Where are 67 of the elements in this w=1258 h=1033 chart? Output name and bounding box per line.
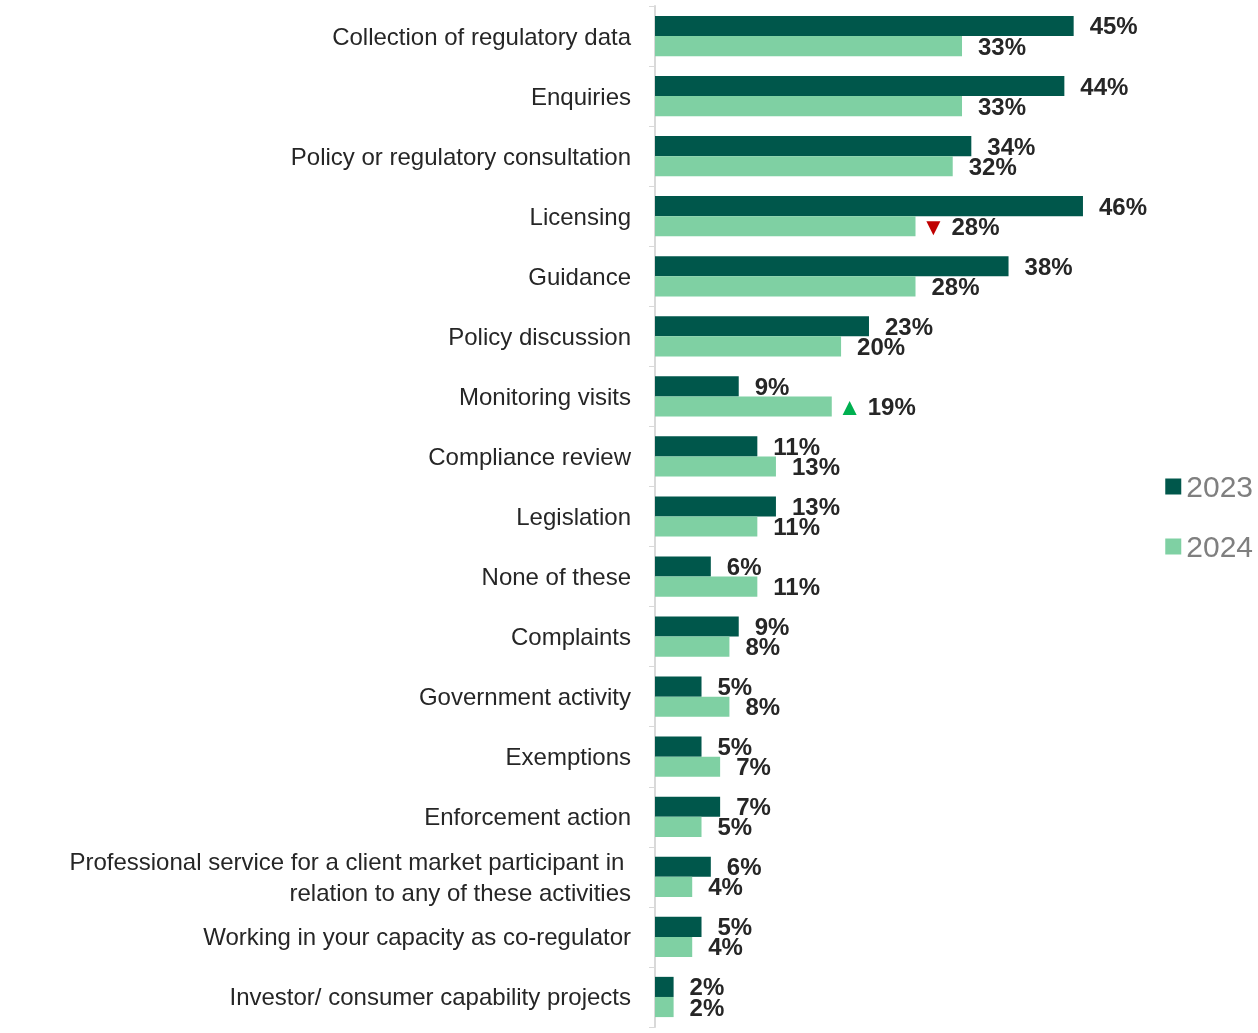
bar [655,396,832,417]
y-tick-label: Complaints [510,623,631,651]
y-tick-label: None of these [481,563,631,591]
bar [655,216,916,237]
bar [655,556,711,577]
data-label: 28% [951,212,1000,240]
y-tick-label: Enforcement action [424,803,631,831]
bar [655,976,674,997]
bar [655,15,1074,37]
bar [655,916,702,937]
bar [655,876,693,897]
data-label: 19% [867,392,916,420]
data-label: 6% [726,553,762,580]
y-tick-label: Collection of regulatory data [332,22,632,50]
bar [655,336,842,357]
bar [655,696,730,717]
bar [655,496,776,517]
bar [655,436,758,457]
y-tick-label: Enquiries [530,82,631,110]
bar [655,676,702,697]
bar [655,996,674,1018]
y-tick-label: Compliance review [428,442,632,470]
bar [655,816,702,837]
bar [655,796,721,817]
annotation: ▼ [921,212,946,240]
y-tick-label: Professional service for a client market participant in relation to any of these activities [69,847,631,906]
data-label: 46% [1098,192,1148,220]
bar [655,856,711,877]
bar [655,196,1083,217]
bar [655,156,953,177]
y-tick-label: Licensing [529,202,631,230]
legend-label: 2024 [1186,530,1254,563]
annotation: ▲ [837,392,862,420]
bar [655,256,1009,277]
data-label: 11% [773,573,821,601]
bar [655,376,739,397]
y-tick-label: Monitoring visits [458,382,631,410]
y-tick-label: Legislation [516,503,631,530]
bar [655,576,758,597]
data-label: 45% [1089,12,1138,40]
data-label: 33% [978,92,1027,120]
data-label: 28% [931,272,980,300]
y-tick-label: Exemptions [505,743,631,771]
data-label: 33% [978,32,1027,60]
bar [655,96,963,117]
bar [655,616,739,637]
bar [655,36,963,57]
legend-label: 2023 [1186,470,1254,503]
data-label: 38% [1024,252,1073,280]
y-tick-label: Guidance [528,262,631,290]
data-label: 44% [1080,72,1129,100]
data-label: 9% [754,372,790,400]
y-tick-label: Investor/ consumer capability projects [229,983,631,1011]
bar [655,936,693,958]
y-tick-label: Working in your capacity as co-regulator [203,923,631,951]
bar [655,516,758,537]
bar [655,75,1065,97]
bar [655,736,702,757]
bar [655,636,730,657]
bar [655,276,916,297]
bar [655,756,721,777]
y-tick-label: Policy discussion [448,322,631,350]
bar [655,136,972,157]
y-tick-label: Government activity [418,683,631,711]
bar [655,316,869,337]
bar [655,456,776,477]
y-tick-label: Policy or regulatory consultation [290,142,631,170]
